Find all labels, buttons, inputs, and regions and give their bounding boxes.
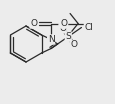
Text: O: O <box>60 19 67 28</box>
Text: O: O <box>30 19 37 28</box>
Text: S: S <box>65 32 70 41</box>
Text: Cl: Cl <box>84 23 92 32</box>
Text: N: N <box>47 35 54 44</box>
Text: O: O <box>59 24 66 33</box>
Text: O: O <box>70 40 77 49</box>
